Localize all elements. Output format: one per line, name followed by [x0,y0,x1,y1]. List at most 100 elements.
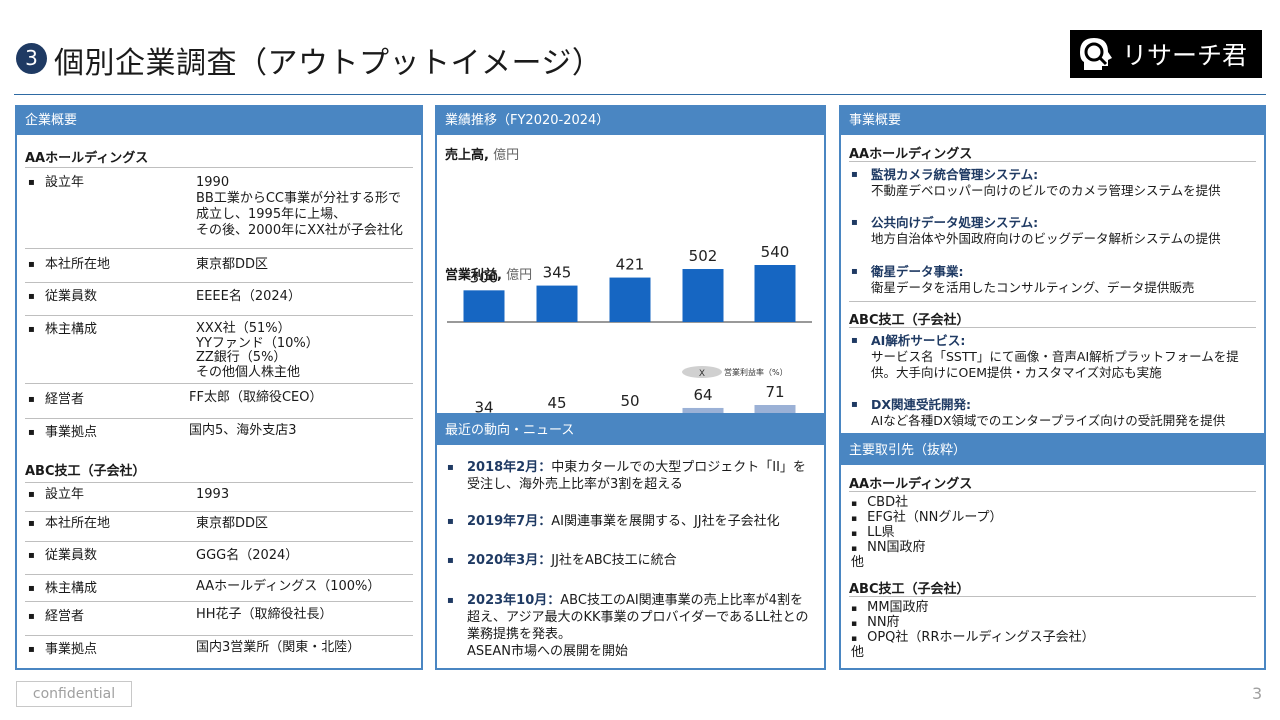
profit-chart-label: 営業利益, 億円 [445,264,532,283]
client-group-name: ABC技工（子会社） [849,582,970,597]
company-overview-panel: 企業概要 AAホールディングス ▪ 設立年 1990 BB工業からCC事業が分社… [15,105,423,670]
bullet-icon: ▪ [851,335,858,346]
divider [25,482,413,483]
sales-label: 売上高, [445,148,489,163]
divider [25,511,413,512]
profit-value-label: 45 [547,394,566,412]
info-label: 設立年 [45,487,85,502]
company-overview-heading: 企業概要 [17,107,421,135]
divider [25,541,413,542]
sales-chart-label: 売上高, 億円 [445,144,519,163]
client-item: ▪ NN府 [851,615,900,630]
divider [25,248,413,249]
sales-bar [682,269,724,322]
info-label: 従業員数 [45,289,98,304]
page-number: 3 [1252,684,1263,703]
performance-heading: 業績推移（FY2020-2024） [437,107,824,135]
client-other: 他 [851,555,865,570]
bullet-icon: ▪ [28,583,35,594]
sales-value-label: 345 [543,264,572,282]
sales-value-label: 421 [616,256,645,274]
news-date: 2023年10月： [467,593,561,608]
client-group-name: AAホールディングス [849,477,973,492]
info-value: 国内5、海外支店3 [189,423,297,438]
divider [25,601,413,602]
bullet-icon: ▪ [28,518,35,529]
divider [25,635,413,636]
bullet-icon: ▪ [851,619,858,629]
profit-unit: 億円 [506,268,533,283]
info-value: GGG名（2024） [196,548,299,563]
bullet-icon: ▪ [28,611,35,622]
company-group-name: AAホールディングス [25,151,149,166]
bullet-icon: ▪ [28,259,35,270]
divider [849,161,1256,162]
profit-bar [682,407,724,413]
bullet-icon: ▪ [28,394,35,405]
info-label: 事業拠点 [45,642,98,657]
info-value: HH花子（取締役社長） [196,607,333,622]
news-text: JJ社をABC技工に統合 [551,553,677,568]
client-item: ▪ OPQ社（RRホールディングス子会社） [851,630,1095,645]
business-panel: 事業概要 AAホールディングス ▪ 監視カメラ統合管理システム: 不動産デベロッ… [839,105,1266,435]
business-desc: 不動産デベロッパー向けのビルでのカメラ管理システムを提供 [871,183,1221,198]
brand-logo: リサーチ君 [1070,30,1262,78]
info-label: 本社所在地 [45,257,111,272]
page-title: 個別企業調査（アウトプットイメージ） [54,46,603,81]
bullet-icon: ▪ [28,489,35,500]
client-item: ▪ EFG社（NNグループ） [851,510,1003,525]
business-title: 公共向けデータ処理システム: [871,215,1039,230]
company-group-name: ABC技工（子会社） [25,464,146,479]
client-item: ▪ NN国政府 [851,540,926,555]
performance-chart: 300345421502540X営業利益率（%）34455064712020XX… [447,243,812,413]
info-value: AAホールディングス（100%） [196,579,381,594]
client-item: ▪ LL県 [851,525,895,540]
divider [849,491,1256,492]
bullet-icon: ▪ [851,544,858,554]
sales-value-label: 300 [470,268,499,286]
performance-panel: 業績推移（FY2020-2024） 売上高, 億円 営業利益, 億円 300 34… [435,105,826,415]
divider [25,383,413,384]
info-label: 事業拠点 [45,425,98,440]
bullet-icon: ▪ [28,550,35,561]
business-title: 監視カメラ統合管理システム: [871,167,1039,182]
divider [25,315,413,316]
sales-unit: 億円 [493,148,520,163]
bullet-icon: ▪ [851,529,858,539]
title-divider [14,94,1266,95]
business-title: DX関連受託開発: [871,397,972,412]
bullet-icon: ▪ [28,427,35,438]
news-date: 2020年3月： [467,553,552,568]
business-title: 衛星データ事業: [871,264,964,279]
news-heading: 最近の動向・ニュース [437,417,824,445]
legend-marker-shape [682,366,722,378]
bullet-icon: ▪ [851,514,858,524]
sales-value-label: 502 [689,247,718,265]
bullet-icon: ▪ [851,169,858,180]
bullet-icon: ▪ [447,516,454,527]
info-label: 株主構成 [45,322,98,337]
client-item: ▪ CBD社 [851,495,909,510]
divider [849,301,1256,302]
bullet-icon: ▪ [447,555,454,566]
info-label: 設立年 [45,175,85,190]
legend-marker: X [699,369,705,379]
bullet-icon: ▪ [28,644,35,655]
info-value: 国内3営業所（関東・北陸） [196,640,361,655]
info-value: 1990 BB工業からCC事業が分社する形で 成立し、1995年に上場、 その後… [196,175,403,238]
business-desc: サービス名「SSTT」にて画像・音声AI解析プラットフォームを提供。大手向けにO… [871,349,1239,380]
legend-text: 営業利益率（%） [724,367,788,377]
divider [849,327,1256,328]
client-other: 他 [851,645,865,660]
profit-value-label: 71 [765,383,784,401]
sales-value-label: 540 [761,243,790,261]
news-date: 2019年7月： [467,514,552,529]
profit-value-label: 50 [620,392,639,410]
bullet-icon: ▪ [851,634,858,644]
bullet-icon: ▪ [851,399,858,410]
info-value: FF太郎（取締役CEO） [189,390,323,405]
bullet-icon: ▪ [28,324,35,335]
news-text: 中東カタールでの大型プロジェクト「II」を受注し、海外売上比率が3割を超える [467,460,806,492]
client-item: ▪ MM国政府 [851,600,929,615]
bullet-icon: ▪ [851,266,858,277]
